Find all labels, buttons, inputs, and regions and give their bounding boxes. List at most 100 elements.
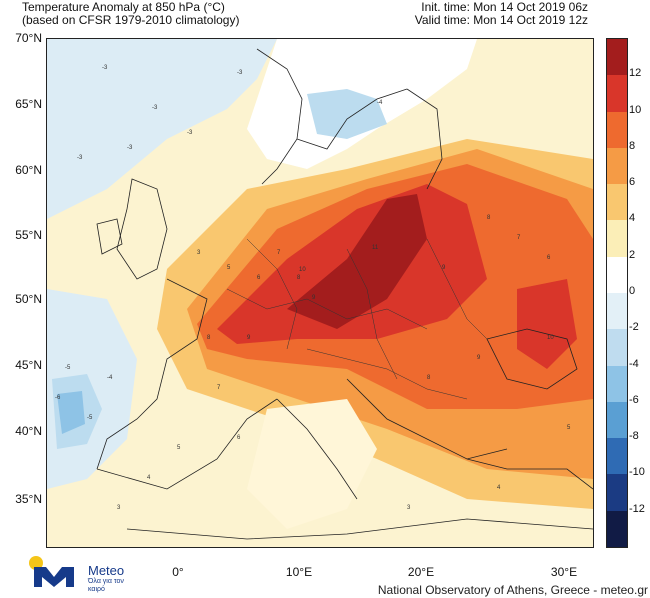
contour-label-group: -3 -3 -3 -3 -3 -3 -4 -5 -6 -5 -4 3 5 6 7… [55,65,571,511]
contour-label: 7 [517,235,521,241]
colorbar-segment [607,147,627,185]
colorbar-label: 10 [629,103,642,116]
contour-label: 3 [117,505,121,511]
colorbar-label: 8 [629,139,636,152]
border-line-4 [426,238,488,340]
coast-black-sea [486,328,578,390]
colorbar-segment [607,329,627,366]
coast-balkans [346,378,508,460]
colorbar-label: -6 [629,393,639,406]
colorbar-segment [607,365,627,402]
contour-label: -3 [127,145,133,151]
lat-label: 50°N [15,292,42,306]
lon-label: 10°E [285,565,313,579]
colorbar-label: 0 [629,285,636,297]
contour-label: 5 [227,265,231,271]
mediterranean-patch [247,399,377,529]
colorbar-segment [607,256,627,293]
colorbar-label: -10 [629,466,645,479]
meteo-logo [26,553,84,596]
warm-core-black-sea [517,279,577,369]
colorbar-label: 6 [629,176,636,189]
init-time: Init. time: Mon 14 Oct 2019 06z [421,0,588,14]
contour-label: 10 [299,267,306,273]
contour-label: -3 [152,105,158,111]
title-line-1: Temperature Anomaly at 850 hPa (°C) [22,0,225,14]
contour-label: -3 [77,155,83,161]
coast-finland [406,88,443,190]
coast-france-iberia [96,278,208,470]
colorbar-label: -2 [629,321,639,334]
lat-label: 65°N [15,97,42,111]
contour-label: -3 [187,130,193,136]
border-line-3 [346,248,398,380]
coastlines [96,48,593,540]
colorbar-segment [607,184,627,221]
contour-label: -4 [107,375,113,381]
contour-label: -3 [102,65,108,71]
colorbar-label: 12 [629,67,642,80]
contour-label: 9 [442,265,446,271]
colorbar-label: 4 [629,212,636,225]
contour-label: -3 [237,70,243,76]
contour-label: 3 [407,505,411,511]
colorbar-label: 2 [629,248,636,261]
map-svg: -3 -3 -3 -3 -3 -3 -4 -5 -6 -5 -4 3 5 6 7… [47,39,593,547]
lat-label: 55°N [15,228,42,242]
contour-label: 8 [487,215,491,221]
valid-time: Valid time: Mon 14 Oct 2019 12z [414,13,588,27]
coast-britain [116,178,168,280]
contour-label: -4 [377,100,383,106]
colorbar-segment [607,292,627,330]
coast-italy [276,398,358,500]
coast-med-west [96,398,278,490]
cold-region-bothnia [307,89,387,139]
lat-label: 45°N [15,358,42,372]
contour-label: 9 [247,335,251,341]
contour-label: 9 [477,355,481,361]
title-line-2: (based on CFSR 1979-2010 climatology) [22,13,240,27]
colorbar-label: -8 [629,430,639,443]
colorbar [606,38,628,548]
anomaly-map: -3 -3 -3 -3 -3 -3 -4 -5 -6 -5 -4 3 5 6 7… [46,38,594,548]
lon-label: 0° [172,565,184,579]
warm-core-12 [287,194,427,329]
logo-wordmark: Meteo [88,563,125,578]
colorbar-segment [607,75,627,112]
contour-label: 8 [427,375,431,381]
coast-turkey [466,458,593,490]
contour-label: 9 [312,295,316,301]
colorbar-label: -4 [629,357,639,370]
contour-label: 8 [297,275,301,281]
contour-label: 8 [207,335,211,341]
colorbar-segment [607,220,627,257]
map-title: Temperature Anomaly at 850 hPa (°C) (bas… [22,1,239,27]
border-line-5 [306,348,468,400]
contour-label: 4 [147,475,151,481]
lon-label: 30°E [550,565,578,579]
contour-label: 7 [217,385,221,391]
coast-norway [256,48,303,185]
coast-ireland [96,218,123,255]
coast-sweden [296,88,408,150]
logo-tagline: Όλα για τον καιρό [88,578,124,593]
contour-label: 5 [567,425,571,431]
colorbar-segment [607,474,627,511]
lat-label: 70°N [15,31,42,45]
border-line-1 [226,288,428,330]
contour-label: 3 [197,250,201,256]
border-line-2 [246,238,298,350]
contour-label: -5 [87,415,93,421]
credit-text: National Observatory of Athens, Greece -… [377,583,648,597]
contour-label: 6 [257,275,261,281]
colorbar-segment [607,111,627,148]
meteo-logo-icon [29,556,74,587]
colorbar-label: -12 [629,502,645,515]
country-borders [226,238,488,400]
contour-label: 5 [177,445,181,451]
cold-region-north [47,39,277,219]
coast-africa [126,518,593,540]
colorbar-segment [607,401,627,439]
time-info: Init. time: Mon 14 Oct 2019 06z Valid ti… [415,1,588,27]
contour-label: -5 [65,365,71,371]
